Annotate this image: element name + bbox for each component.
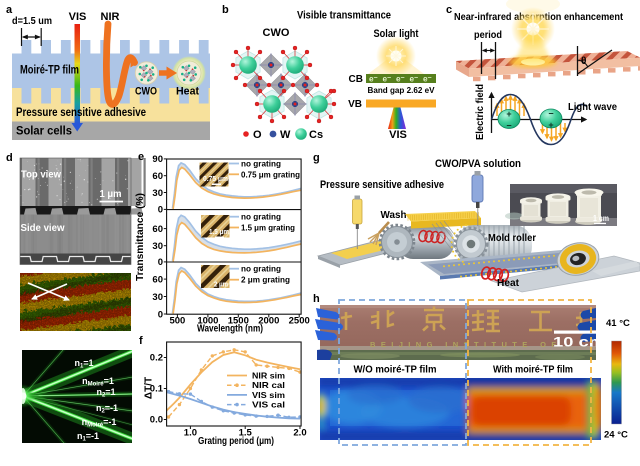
svg-text:−: − xyxy=(506,121,511,131)
svg-text:+: + xyxy=(506,109,511,119)
svg-text:Moiré-TP film: Moiré-TP film xyxy=(20,65,79,77)
svg-text:Visible transmittance: Visible transmittance xyxy=(297,10,391,22)
svg-text:e⁻: e⁻ xyxy=(410,75,419,84)
svg-text:Light wave: Light wave xyxy=(568,101,617,113)
svg-text:VIS sim: VIS sim xyxy=(252,390,285,400)
svg-text:NIR cal: NIR cal xyxy=(252,380,285,390)
svg-text:2.0: 2.0 xyxy=(293,428,306,439)
svg-text:period: period xyxy=(474,30,502,41)
svg-text:ΔT/T: ΔT/T xyxy=(144,377,155,399)
svg-text:CB: CB xyxy=(349,74,363,85)
svg-text:Side view: Side view xyxy=(21,222,66,234)
svg-text:Heat: Heat xyxy=(497,277,519,289)
svg-text:f: f xyxy=(139,335,143,347)
svg-text:no grating: no grating xyxy=(241,159,281,169)
svg-text:30: 30 xyxy=(152,188,163,199)
svg-text:10 cm: 10 cm xyxy=(553,335,605,350)
svg-text:b: b xyxy=(222,4,229,16)
svg-text:CWO/PVA solution: CWO/PVA solution xyxy=(435,158,521,170)
svg-text:e⁻: e⁻ xyxy=(383,75,392,84)
svg-text:2500: 2500 xyxy=(289,316,310,327)
svg-text:a: a xyxy=(6,4,13,16)
svg-text:+: + xyxy=(548,120,553,130)
svg-text:VB: VB xyxy=(348,99,362,110)
svg-text:n1=-1: n1=-1 xyxy=(77,431,99,443)
svg-text:0.0: 0.0 xyxy=(150,415,163,426)
svg-text:Band gap 2.62 eV: Band gap 2.62 eV xyxy=(368,85,435,95)
svg-text:nMoiré=1: nMoiré=1 xyxy=(82,376,114,388)
svg-text:30: 30 xyxy=(152,292,163,303)
svg-text:Heat: Heat xyxy=(176,86,199,98)
svg-text:90: 90 xyxy=(152,154,163,165)
svg-text:g: g xyxy=(313,152,320,164)
svg-text:0: 0 xyxy=(158,257,163,268)
svg-text:e: e xyxy=(138,151,144,163)
svg-text:no grating: no grating xyxy=(241,264,281,274)
svg-text:no grating: no grating xyxy=(241,212,281,222)
svg-text:1500: 1500 xyxy=(228,316,249,327)
svg-text:θ: θ xyxy=(581,56,586,67)
svg-text:24 °C: 24 °C xyxy=(604,430,628,441)
svg-text:1.0: 1.0 xyxy=(184,428,197,439)
svg-text:Grating period (μm): Grating period (μm) xyxy=(198,436,274,447)
svg-text:2 μm grating: 2 μm grating xyxy=(241,275,290,285)
svg-text:d=1.5 um: d=1.5 um xyxy=(12,15,52,27)
svg-text:c: c xyxy=(446,4,452,16)
svg-text:VIS: VIS xyxy=(69,11,87,23)
svg-text:O: O xyxy=(253,129,262,141)
svg-text:60: 60 xyxy=(152,274,163,285)
svg-text:CWO: CWO xyxy=(135,86,157,98)
svg-text:41 °C: 41 °C xyxy=(606,318,630,329)
svg-text:h: h xyxy=(313,293,320,305)
svg-text:2000: 2000 xyxy=(258,316,279,327)
svg-text:Mold roller: Mold roller xyxy=(488,233,536,244)
svg-text:0: 0 xyxy=(158,205,163,216)
svg-text:Pressure sensitive adhesive: Pressure sensitive adhesive xyxy=(320,179,444,191)
svg-text:BEIJING INSTITUTE OF: BEIJING INSTITUTE OF xyxy=(370,340,556,349)
svg-text:0.75 μm grating: 0.75 μm grating xyxy=(241,169,300,179)
svg-text:NIR: NIR xyxy=(101,11,120,23)
svg-text:Transmittance (%): Transmittance (%) xyxy=(135,193,146,281)
svg-text:1 μm: 1 μm xyxy=(100,189,122,200)
svg-text:W/O moiré-TP film: W/O moiré-TP film xyxy=(354,364,437,376)
svg-text:0.1: 0.1 xyxy=(150,384,164,395)
svg-text:2 μm: 2 μm xyxy=(214,282,228,289)
svg-text:60: 60 xyxy=(152,171,163,182)
svg-text:d: d xyxy=(6,152,13,164)
svg-text:Wavelength (nm): Wavelength (nm) xyxy=(197,324,263,335)
svg-text:1 cm: 1 cm xyxy=(593,214,609,223)
svg-text:Pressure sensitive adhesive: Pressure sensitive adhesive xyxy=(16,107,146,119)
svg-text:NIR sim: NIR sim xyxy=(252,371,285,381)
svg-text:n2=-1: n2=-1 xyxy=(96,403,118,415)
svg-text:−: − xyxy=(548,109,553,119)
svg-text:n2=1: n2=1 xyxy=(96,387,115,399)
svg-text:Electric field: Electric field xyxy=(475,84,486,140)
svg-text:500: 500 xyxy=(169,316,185,327)
svg-text:1000: 1000 xyxy=(197,316,218,327)
svg-text:0.2: 0.2 xyxy=(150,353,163,364)
svg-text:e⁻: e⁻ xyxy=(369,75,378,84)
svg-text:With moiré-TP film: With moiré-TP film xyxy=(493,364,573,376)
svg-text:n1=1: n1=1 xyxy=(74,358,93,370)
svg-text:VIS: VIS xyxy=(389,129,407,141)
svg-text:0.75 μm: 0.75 μm xyxy=(203,176,228,183)
svg-text:60: 60 xyxy=(152,224,163,235)
svg-text:Wash: Wash xyxy=(381,209,407,221)
svg-text:e⁻: e⁻ xyxy=(396,75,405,84)
svg-text:1.5: 1.5 xyxy=(239,428,253,439)
svg-text:e⁻: e⁻ xyxy=(423,75,432,84)
svg-text:W: W xyxy=(280,129,291,141)
svg-text:nMoiré=-1: nMoiré=-1 xyxy=(82,417,117,429)
svg-text:Solar light: Solar light xyxy=(374,28,419,40)
svg-text:CWO: CWO xyxy=(263,27,290,39)
svg-text:30: 30 xyxy=(152,241,163,252)
svg-text:1.5 μm: 1.5 μm xyxy=(209,229,229,236)
svg-text:Cs: Cs xyxy=(309,129,323,141)
svg-text:Top view: Top view xyxy=(21,169,62,181)
svg-text:1.5 μm grating: 1.5 μm grating xyxy=(241,223,295,233)
svg-text:0: 0 xyxy=(158,309,163,320)
svg-text:Solar cells: Solar cells xyxy=(16,126,72,138)
svg-text:VIS cal: VIS cal xyxy=(252,400,285,410)
